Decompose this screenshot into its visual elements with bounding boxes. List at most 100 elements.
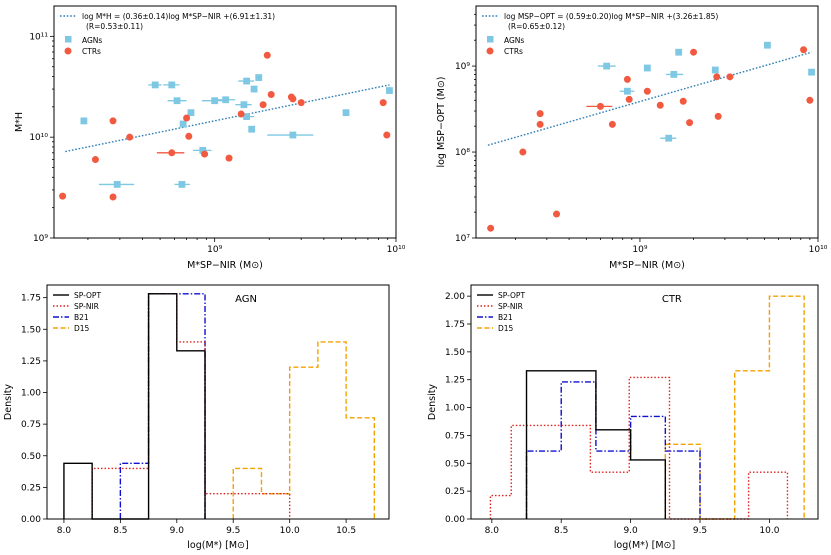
ctr-point (126, 133, 134, 141)
chart-bottom-right: 8.0 8.5 9.0 9.5 10.0 0.00 0.25 0.50 0.75 1.00 1.25… (427, 284, 819, 551)
hist-sp-nir (91, 293, 291, 519)
x-tick-label: 8.5 (113, 526, 127, 536)
ctr-point (59, 192, 67, 200)
legend-label-b21: B21 (74, 313, 89, 322)
y-tick-label: 10¹¹ (29, 32, 48, 42)
fit-line (65, 84, 390, 153)
y-tick-label: 0.25 (445, 487, 465, 497)
ctr-point (726, 73, 734, 81)
hist-d15 (664, 295, 805, 520)
x-tick-label: 8.0 (485, 526, 500, 536)
y-tick-label: 1.75 (21, 294, 41, 304)
hist-d15 (232, 341, 376, 519)
legend-fit-label: log M*H = (0.36±0.14)log M*SP−NIR +(6.91… (82, 12, 275, 21)
hist-sp-nir (489, 376, 789, 520)
ctr-point (686, 119, 694, 127)
ctr-point (643, 87, 651, 95)
agn-point (670, 71, 678, 78)
ctr-point (379, 99, 387, 107)
chart-top-right: 10⁹ 10¹⁰ 10⁷ 10⁸ 10⁹ log MSP−OPT = (0.59±0.20… (436, 5, 828, 271)
hist-b21 (119, 293, 206, 519)
legend-ctr-label: CTRs (82, 47, 101, 56)
y-tick-label: 10⁸ (455, 148, 470, 158)
legend-fit-stats: (R=0.53±0.11) (86, 22, 143, 31)
x-tick-label: 9.5 (693, 526, 707, 536)
agn-point (240, 101, 248, 109)
agn-point (255, 74, 263, 81)
legend-fit-stats: (R=0.65±0.12) (508, 22, 565, 31)
y-axis-label: Density (3, 384, 14, 420)
x-tick-label: 8.0 (57, 526, 72, 536)
x-tick-label: 8.5 (554, 526, 568, 536)
agn-point (711, 66, 719, 74)
x-tick-label: 9.5 (226, 526, 240, 536)
panel-title: CTR (662, 294, 682, 305)
y-tick-label: 2.00 (445, 292, 465, 302)
ctr-point (690, 48, 698, 56)
agn-point (289, 131, 297, 139)
plot-frame (53, 5, 397, 239)
agn-point (248, 125, 256, 133)
y-tick-label: 0.00 (21, 515, 41, 525)
legend-label-sp-opt: SP-OPT (74, 291, 101, 300)
x-tick-label: 10⁹ (207, 245, 222, 255)
chart-top-left: 10⁹ 10¹⁰ 10⁹ 10¹⁰ 10¹¹ log M*H = (0.36±0.14)l… (14, 5, 406, 271)
agn-point (199, 146, 207, 154)
ctr-point (536, 120, 544, 128)
ctr-point (536, 110, 544, 118)
ctr-point (109, 117, 117, 125)
legend-ctr-swatch (486, 47, 494, 55)
y-tick-label: 0.25 (21, 483, 41, 493)
legend-ctr-swatch (64, 47, 72, 55)
x-tick-label: 9.0 (623, 526, 638, 536)
y-axis-label: Density (427, 384, 438, 420)
y-tick-label: 0.75 (445, 431, 465, 441)
agn-point (808, 68, 815, 76)
legend-agn-label: AGNs (82, 36, 102, 45)
ctr-point (656, 101, 664, 109)
ctr-point (714, 112, 722, 120)
legend-label-sp-nir: SP-NIR (74, 302, 99, 311)
ctr-point (625, 95, 633, 103)
ctr-point (679, 97, 687, 105)
ctr-point (289, 95, 297, 103)
ctr-point (109, 193, 117, 201)
legend-ctr-label: CTRs (504, 47, 523, 56)
agn-point (151, 81, 159, 89)
ctr-point (225, 154, 233, 162)
ctr-point (487, 224, 495, 232)
ctr-point (383, 131, 391, 139)
y-axis-label: M*H (14, 112, 25, 132)
ctr-point (183, 114, 191, 122)
legend-label-d15: D15 (498, 324, 514, 333)
legend-label-sp-nir: SP-NIR (498, 302, 523, 311)
ctr-point (800, 46, 808, 54)
agn-point (386, 87, 393, 94)
plot-frame (475, 5, 819, 239)
agn-point (173, 97, 181, 105)
agn-point (643, 64, 651, 72)
ctr-point (806, 96, 814, 104)
agn-point (179, 120, 187, 128)
ctr-point (91, 156, 99, 164)
y-axis-label: log MSP−OPT (M⊙) (436, 76, 447, 167)
agn-point (113, 181, 121, 188)
y-tick-label: 0.00 (445, 515, 465, 525)
legend-agn-swatch (487, 36, 494, 43)
ctr-point (297, 99, 305, 107)
y-tick-label: 1.75 (445, 320, 465, 330)
x-axis-label: M*SP−NIR (M⊙) (609, 260, 685, 271)
y-tick-label: 1.00 (445, 404, 465, 414)
agn-point (250, 85, 258, 93)
x-tick-label: 10¹⁰ (387, 245, 406, 255)
chart-bottom-left: 8.0 8.5 9.0 9.5 10.0 10.5 0.00 0.25 0.50 0.75 1.00… (3, 284, 390, 551)
y-tick-label: 0.50 (445, 459, 465, 469)
agn-point (603, 62, 611, 70)
ctr-point (553, 210, 561, 218)
y-tick-label: 1.50 (21, 325, 41, 335)
x-axis-label: log(M*) [M⊙] (187, 540, 248, 551)
legend-agn-label: AGNs (504, 36, 524, 45)
agn-point (675, 48, 683, 56)
y-tick-label: 1.00 (21, 389, 41, 399)
x-tick-label: 10.0 (759, 526, 779, 536)
